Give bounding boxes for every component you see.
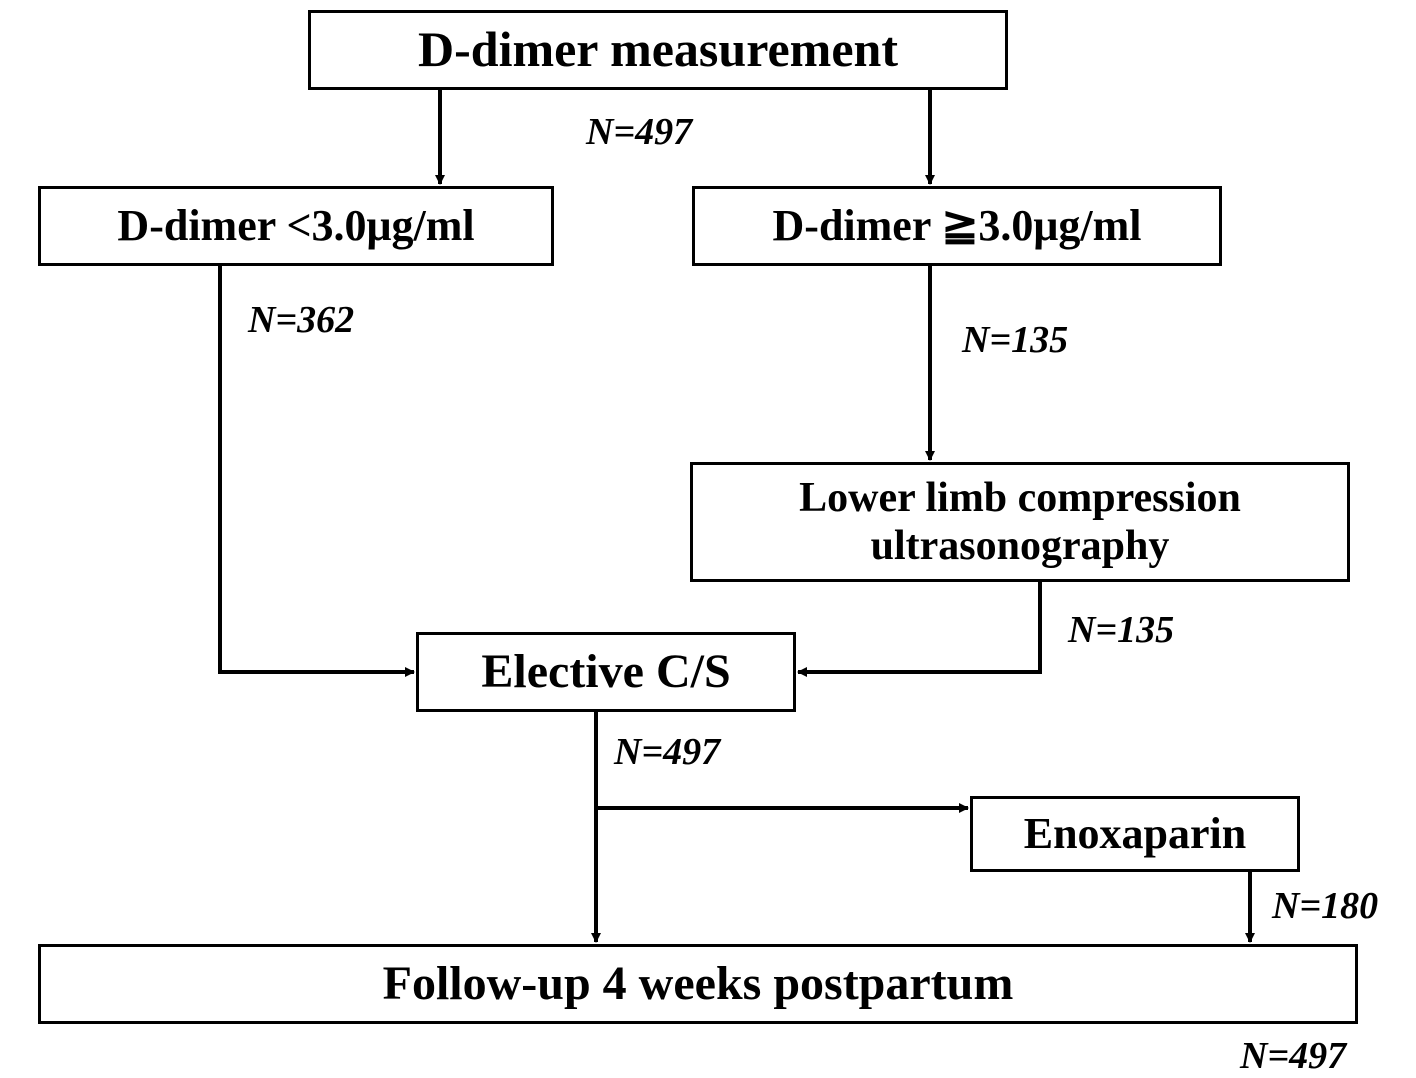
- count-n497-top: N=497: [586, 110, 692, 154]
- count-n362: N=362: [248, 298, 354, 342]
- count-n497-bottom: N=497: [1240, 1034, 1346, 1078]
- count-n135-upper: N=135: [962, 318, 1068, 362]
- node-d-dimer-lt-3: D-dimer <3.0μg/ml: [38, 186, 554, 266]
- node-elective-cs: Elective C/S: [416, 632, 796, 712]
- count-n180: N=180: [1272, 884, 1378, 928]
- count-n497-middle: N=497: [614, 730, 720, 774]
- node-follow-up-4-weeks: Follow-up 4 weeks postpartum: [38, 944, 1358, 1024]
- node-enoxaparin: Enoxaparin: [970, 796, 1300, 872]
- edge-ultra-to-cs: [798, 582, 1040, 672]
- node-d-dimer-ge-3: D-dimer ≧3.0μg/ml: [692, 186, 1222, 266]
- node-d-dimer-measurement: D-dimer measurement: [308, 10, 1008, 90]
- node-lower-limb-ultrasonography: Lower limb compression ultrasonography: [690, 462, 1350, 582]
- count-n135-lower: N=135: [1068, 608, 1174, 652]
